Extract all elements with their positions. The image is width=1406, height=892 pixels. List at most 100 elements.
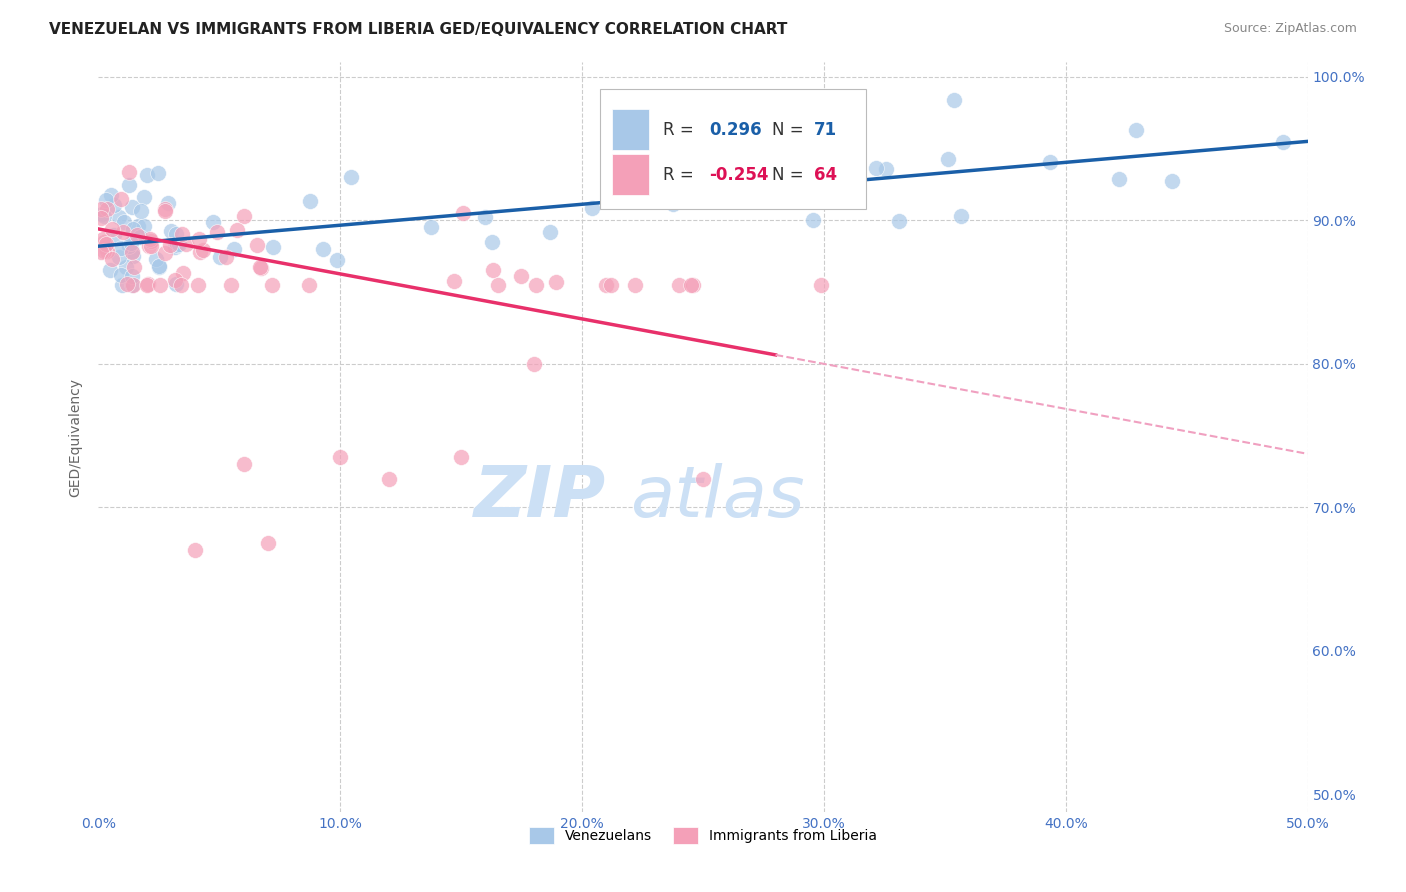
Point	[139, 232, 162, 246]
Point	[949, 209, 972, 223]
FancyBboxPatch shape	[613, 109, 648, 151]
Point	[1039, 154, 1062, 169]
Text: Source: ZipAtlas.com: Source: ZipAtlas.com	[1223, 22, 1357, 36]
Point	[810, 277, 832, 292]
Text: 64: 64	[814, 166, 838, 184]
Point	[1108, 172, 1130, 186]
Point	[110, 268, 132, 282]
Point	[128, 230, 150, 244]
Point	[801, 213, 824, 227]
Point	[201, 215, 224, 229]
Point	[94, 240, 117, 254]
Point	[581, 201, 603, 215]
Point	[312, 242, 335, 256]
Point	[111, 277, 134, 292]
Point	[166, 238, 188, 252]
Point	[118, 238, 141, 252]
Point	[339, 169, 361, 184]
Point	[692, 472, 714, 486]
Point	[127, 219, 149, 234]
Point	[112, 215, 135, 229]
Point	[90, 211, 112, 225]
Point	[846, 179, 869, 194]
Point	[93, 209, 115, 223]
Text: atlas: atlas	[630, 463, 806, 532]
Point	[90, 202, 112, 217]
Text: VENEZUELAN VS IMMIGRANTS FROM LIBERIA GED/EQUIVALENCY CORRELATION CHART: VENEZUELAN VS IMMIGRANTS FROM LIBERIA GE…	[49, 22, 787, 37]
Point	[169, 237, 191, 252]
Point	[93, 235, 115, 249]
Point	[148, 277, 170, 292]
Point	[875, 162, 897, 177]
Point	[188, 232, 211, 246]
Text: -0.254: -0.254	[709, 166, 769, 184]
Point	[682, 277, 704, 292]
Point	[773, 137, 796, 152]
Point	[96, 236, 118, 251]
Text: ZIP: ZIP	[474, 463, 606, 532]
Point	[865, 161, 887, 176]
Point	[451, 205, 474, 219]
Point	[141, 234, 163, 248]
Point	[191, 243, 214, 257]
Point	[157, 196, 180, 211]
Point	[524, 277, 547, 292]
Point	[734, 153, 756, 168]
Point	[121, 222, 143, 236]
Point	[125, 228, 148, 243]
Point	[419, 220, 441, 235]
Point	[107, 210, 129, 224]
Point	[94, 194, 117, 208]
Point	[523, 357, 546, 371]
Point	[112, 226, 135, 240]
Point	[153, 202, 176, 217]
Point	[118, 165, 141, 179]
Point	[145, 252, 167, 266]
Point	[763, 178, 786, 192]
Point	[108, 250, 131, 264]
Point	[170, 277, 193, 292]
Point	[134, 219, 156, 233]
FancyBboxPatch shape	[613, 154, 648, 195]
Text: R =: R =	[664, 121, 699, 139]
Point	[215, 250, 238, 264]
Point	[122, 250, 145, 264]
Point	[135, 169, 157, 183]
FancyBboxPatch shape	[600, 88, 866, 209]
Text: R =: R =	[664, 166, 699, 184]
Point	[662, 196, 685, 211]
Point	[90, 245, 112, 260]
Point	[260, 277, 283, 292]
Point	[91, 207, 114, 221]
Point	[219, 277, 242, 292]
Point	[101, 252, 124, 266]
Point	[486, 277, 509, 292]
Point	[103, 228, 125, 243]
Point	[172, 266, 194, 280]
Point	[138, 239, 160, 253]
Point	[110, 192, 132, 206]
Point	[668, 277, 690, 292]
Point	[326, 252, 349, 267]
Point	[110, 241, 132, 255]
Point	[122, 277, 145, 292]
Point	[138, 277, 160, 291]
Point	[122, 260, 145, 275]
Point	[679, 277, 702, 292]
Point	[1272, 135, 1295, 149]
Point	[187, 277, 209, 292]
Text: N =: N =	[772, 121, 808, 139]
Point	[209, 250, 232, 264]
Point	[129, 203, 152, 218]
Point	[190, 245, 212, 260]
Point	[100, 188, 122, 202]
Y-axis label: GED/Equivalency: GED/Equivalency	[69, 377, 83, 497]
Point	[250, 261, 273, 276]
Point	[159, 238, 181, 252]
Point	[624, 277, 647, 292]
Text: 71: 71	[814, 121, 838, 139]
Point	[172, 227, 194, 241]
Point	[117, 178, 139, 193]
Legend: Venezuelans, Immigrants from Liberia: Venezuelans, Immigrants from Liberia	[523, 822, 883, 850]
Point	[134, 189, 156, 203]
